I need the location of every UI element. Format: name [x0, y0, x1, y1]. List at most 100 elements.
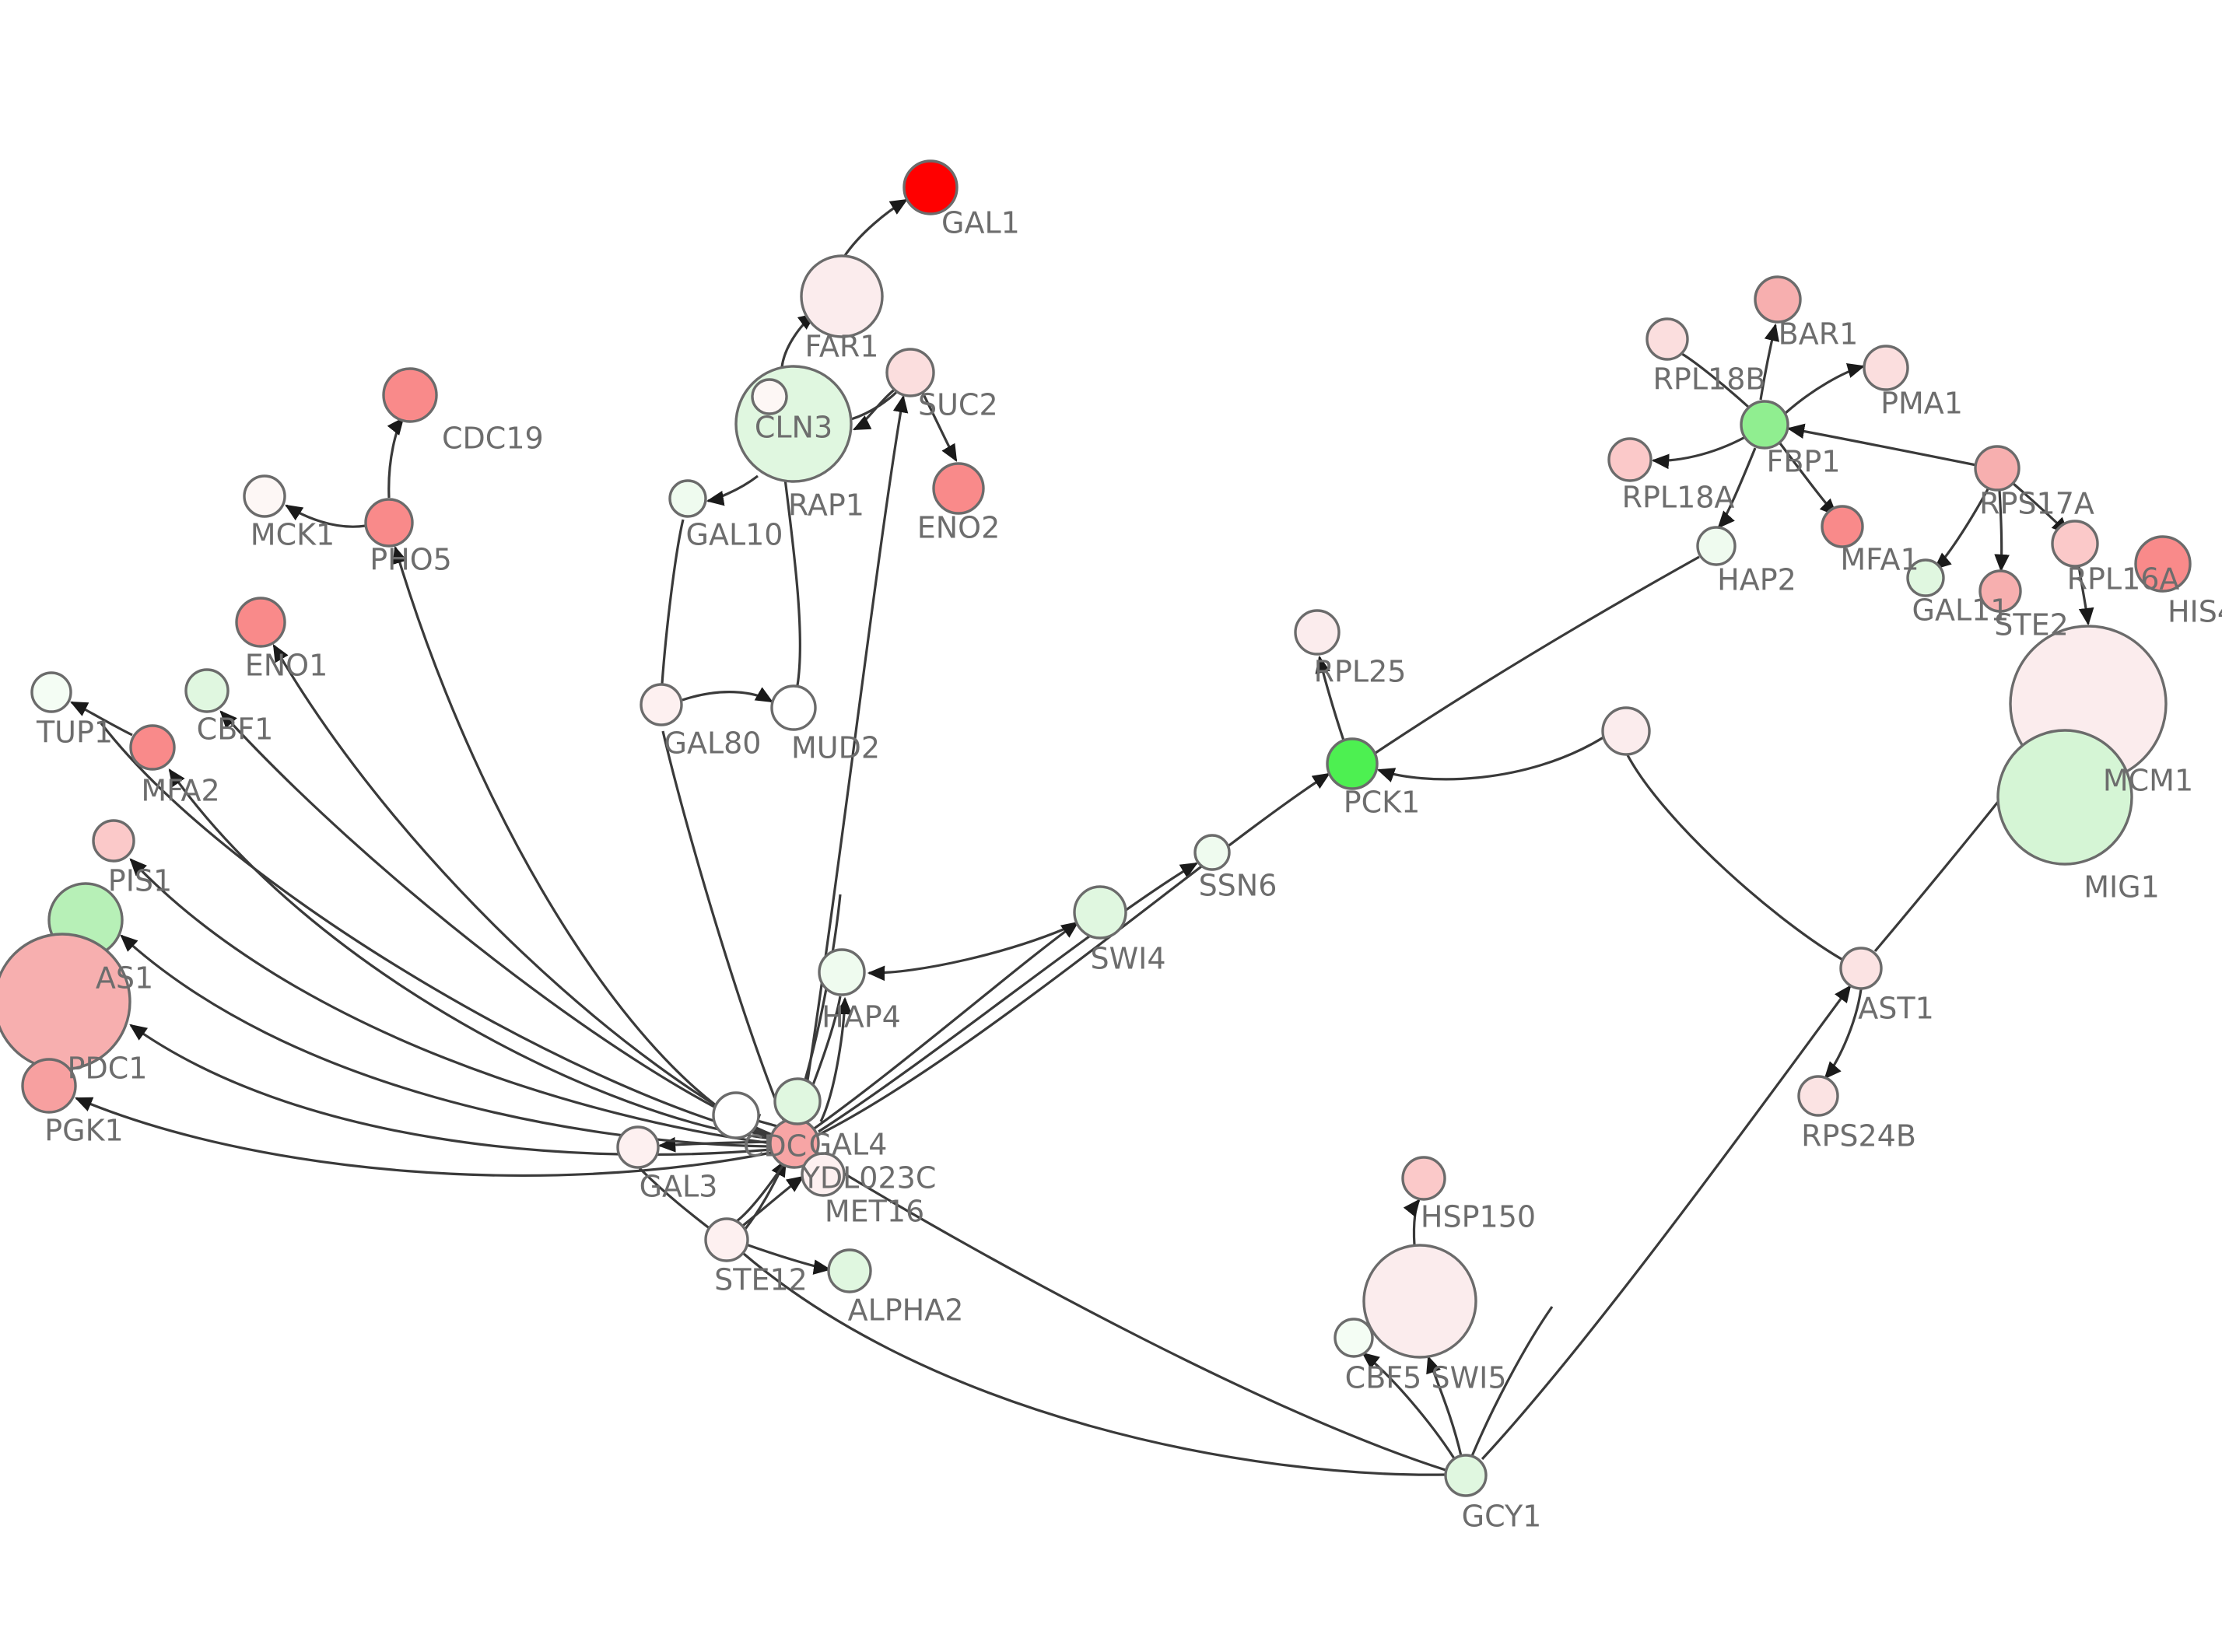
edge-FBP1-to-RPL18A	[1651, 436, 1746, 470]
edge-NODE_R1-to-PCK1	[1376, 736, 1604, 782]
edge-RPL16A-to-MCM1	[2077, 565, 2094, 626]
node-rps24b[interactable]	[1797, 1075, 1839, 1117]
edge-GAL4-to-TUP1	[100, 723, 773, 1139]
node-tup1[interactable]	[30, 671, 72, 713]
node-cdc19[interactable]	[382, 367, 438, 423]
node-label-gal4: GAL4	[809, 1128, 888, 1162]
node-cbf5[interactable]	[1334, 1318, 1374, 1358]
node-mud2[interactable]	[770, 684, 817, 731]
node-mck1[interactable]	[243, 474, 286, 518]
edge-SWI4-to-HAP4	[867, 922, 1077, 982]
edge-FBP1-to-HAP2	[1717, 447, 1757, 529]
node-alpha2[interactable]	[827, 1248, 872, 1293]
node-swi5[interactable]	[1362, 1244, 1477, 1359]
edge-FBP1-to-RPL18B	[1681, 352, 1750, 408]
node-label-cln3: CLN3	[755, 411, 832, 445]
node-label-gal1: GAL1	[941, 206, 1020, 240]
node-label-pis1: PIS1	[108, 864, 172, 898]
node-label-mig1: MIG1	[2084, 870, 2160, 905]
node-pck1[interactable]	[1326, 737, 1379, 790]
node-label-ast1: AST1	[1858, 992, 1934, 1026]
edge-GCY1-to-CBF5	[1362, 1352, 1456, 1459]
edge-GAL4-to-HAP4	[819, 996, 853, 1122]
node-label-fbp1: FBP1	[1766, 445, 1840, 479]
node-label-rps17a: RPS17A	[1979, 487, 2094, 521]
node-ssn6[interactable]	[1193, 834, 1231, 871]
node-his4[interactable]	[2134, 535, 2192, 593]
edge-GAL80-to-GAL10	[661, 519, 685, 684]
node-rps17a[interactable]	[1974, 445, 2020, 492]
node-pgk1[interactable]	[21, 1058, 77, 1114]
node-swi4[interactable]	[1073, 885, 1127, 940]
edges-layer	[69, 198, 2094, 1476]
node-rpl18a[interactable]	[1607, 437, 1652, 482]
node-far1[interactable]	[800, 254, 884, 338]
node-hsp150[interactable]	[1401, 1156, 1446, 1201]
node-node_r1[interactable]	[1601, 706, 1651, 756]
node-rpl25[interactable]	[1294, 609, 1341, 656]
node-eno2[interactable]	[932, 462, 985, 515]
node-ste2[interactable]	[1978, 569, 2022, 613]
node-gal1[interactable]	[902, 159, 959, 215]
edge-GAL4-to-CBF1	[219, 710, 775, 1137]
node-fbp1[interactable]	[1740, 400, 1789, 450]
node-gcy1[interactable]	[1444, 1454, 1488, 1497]
node-hap2[interactable]	[1696, 526, 1737, 566]
node-ydl023c[interactable]	[801, 1152, 846, 1197]
node-label-mck1: MCK1	[251, 518, 335, 552]
edge-PHO5-to-CDC19	[387, 417, 405, 499]
node-mig1[interactable]	[1996, 729, 2133, 866]
nodes-layer	[0, 159, 2192, 1497]
edge-MFA2-to-TUP1	[69, 701, 133, 737]
node-ast1[interactable]	[1839, 947, 1883, 990]
edge-CLN3-to-GAL10	[706, 474, 759, 506]
node-rpl16a[interactable]	[2051, 520, 2099, 568]
node-suc2[interactable]	[885, 348, 935, 397]
node-label-gal10: GAL10	[686, 518, 783, 552]
node-pis1[interactable]	[92, 819, 135, 863]
edge-GCY1-to-SWI5b	[1470, 1306, 1554, 1457]
node-label-rpl18a: RPL18A	[1622, 481, 1735, 515]
node-pma1[interactable]	[1863, 345, 1909, 391]
node-rpl18b[interactable]	[1645, 317, 1689, 361]
edge-GAL4-to-PIS1	[129, 858, 773, 1145]
node-bar1[interactable]	[1754, 275, 1802, 324]
node-gal11[interactable]	[1906, 558, 1945, 597]
node-label-ste2: STE2	[1994, 608, 2069, 642]
node-cdc[interactable]	[712, 1091, 760, 1139]
node-label-cbf5: CBF5	[1345, 1361, 1422, 1395]
edge-GAL4-to-AS1	[120, 934, 772, 1148]
edge-HAP2-to-PCK1	[1375, 555, 1700, 754]
node-pho5[interactable]	[364, 498, 414, 548]
node-ste12[interactable]	[704, 1217, 749, 1262]
node-mfa2[interactable]	[129, 724, 176, 771]
node-eno1[interactable]	[235, 597, 286, 648]
node-label-hap4: HAP4	[822, 1000, 901, 1034]
node-label-cdc: CDC	[743, 1129, 807, 1164]
node-label-pma1: PMA1	[1880, 387, 1963, 421]
node-gal10[interactable]	[668, 479, 707, 518]
node-label-gal3: GAL3	[640, 1170, 718, 1204]
edge-GCY1-to-AST1	[1481, 985, 1852, 1461]
node-hap4[interactable]	[818, 948, 866, 996]
node-pdc1[interactable]	[0, 933, 131, 1071]
node-mfa1[interactable]	[1821, 505, 1864, 548]
node-met16[interactable]	[773, 1077, 822, 1125]
node-label-cdc19: CDC19	[442, 422, 544, 456]
node-label-rpl25: RPL25	[1314, 655, 1407, 689]
node-label-eno1: ENO1	[245, 649, 328, 683]
edge-GAL4-to-PDC1	[129, 1024, 772, 1156]
edge-PCK1-to-RPL25	[1315, 655, 1345, 741]
node-rap1[interactable]	[751, 378, 788, 415]
node-label-swi4: SWI4	[1090, 942, 1165, 976]
node-gal3[interactable]	[616, 1125, 660, 1169]
node-label-eno2: ENO2	[917, 511, 1001, 545]
edge-GAL4-to-PGK1	[74, 1097, 772, 1177]
node-label-pgk1: PGK1	[44, 1114, 123, 1148]
node-label-as1: AS1	[96, 961, 153, 996]
node-cbf1[interactable]	[184, 668, 230, 713]
edge-GAL4-to-STE12	[734, 1163, 786, 1224]
node-label-suc2: SUC2	[918, 388, 998, 422]
node-gal80[interactable]	[640, 683, 683, 726]
